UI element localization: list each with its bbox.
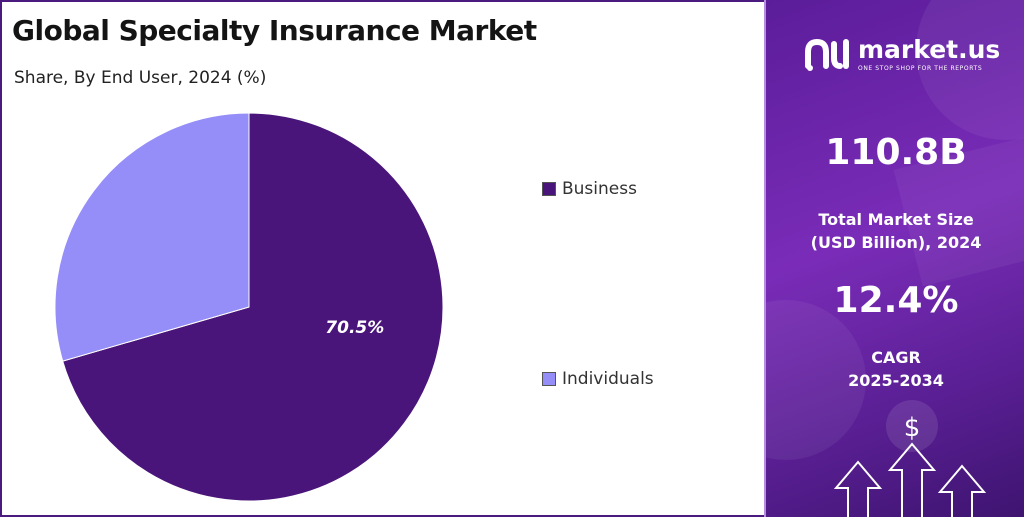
cagr-label-line1: CAGR bbox=[871, 348, 921, 367]
legend-item-individuals: Individuals bbox=[542, 369, 654, 389]
dollar-icon: $ bbox=[904, 413, 921, 443]
legend-label-business: Business bbox=[562, 179, 637, 199]
market-us-logo-icon bbox=[805, 38, 849, 71]
pie-slice-business bbox=[62, 112, 444, 502]
market-size-label-line1: Total Market Size bbox=[818, 210, 974, 229]
up-arrow-icon bbox=[937, 464, 987, 517]
data-label-business: 70.5% bbox=[325, 318, 384, 338]
chart-subtitle: Share, By End User, 2024 (%) bbox=[14, 68, 267, 88]
up-arrow-icon bbox=[887, 442, 937, 517]
legend-label-individuals: Individuals bbox=[562, 369, 654, 389]
brand-tagline: ONE STOP SHOP FOR THE REPORTS bbox=[858, 64, 983, 72]
cagr-label-line2: 2025-2034 bbox=[848, 371, 944, 391]
market-size-label-line2: (USD Billion), 2024 bbox=[810, 233, 982, 253]
up-arrow-icon bbox=[833, 460, 883, 517]
chart-title: Global Specialty Insurance Market bbox=[12, 14, 537, 47]
cagr-label: CAGR 2025-2034 bbox=[766, 346, 1024, 392]
coin-circle bbox=[886, 400, 938, 452]
legend-swatch-business bbox=[542, 182, 556, 196]
pie-slice-individuals bbox=[54, 112, 250, 362]
brand-name: market.us bbox=[858, 34, 1001, 64]
growth-arrows-illustration: $ bbox=[833, 400, 987, 517]
legend-item-business: Business bbox=[542, 179, 637, 199]
pie-chart: 70.5% bbox=[54, 112, 444, 502]
market-size-value: 110.8B bbox=[825, 132, 967, 173]
market-size-label: Total Market Size (USD Billion), 2024 bbox=[766, 208, 1024, 254]
cagr-value: 12.4% bbox=[833, 280, 959, 321]
up-arrows-icon bbox=[833, 442, 987, 517]
chart-panel: Global Specialty Insurance Market Share,… bbox=[0, 0, 764, 517]
summary-sidebar: market.us ONE STOP SHOP FOR THE REPORTS … bbox=[764, 0, 1024, 517]
legend-swatch-individuals bbox=[542, 372, 556, 386]
brand-logo: market.us ONE STOP SHOP FOR THE REPORTS bbox=[804, 36, 1000, 72]
